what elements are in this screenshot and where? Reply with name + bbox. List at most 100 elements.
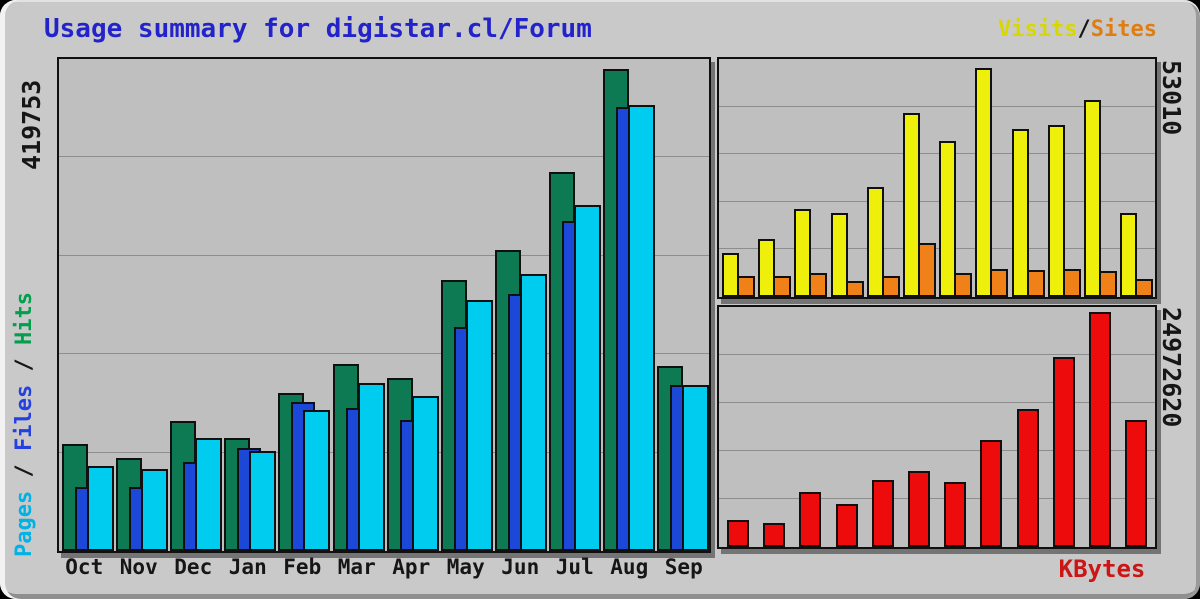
bar-pages-jun xyxy=(519,274,547,551)
files-axis-label: Files xyxy=(12,384,37,452)
bar-pages-may xyxy=(465,300,493,551)
gridline xyxy=(719,200,1155,202)
gridline xyxy=(719,153,1155,155)
bar-group-may xyxy=(973,307,1009,547)
bar-group-may xyxy=(973,59,1009,297)
bar-sites-sep xyxy=(1135,279,1154,297)
bar-visits-sep xyxy=(1120,213,1138,297)
bar-group-feb xyxy=(276,59,331,551)
bar-visits-apr xyxy=(939,141,957,297)
bar-group-sep xyxy=(655,59,710,551)
month-label-sep: Sep xyxy=(664,555,703,579)
bar-group-nov xyxy=(114,59,169,551)
month-label-jan: Jan xyxy=(228,555,267,579)
month-label-dec: Dec xyxy=(174,555,213,579)
bar-group-apr xyxy=(385,59,439,551)
bar-pages-dec xyxy=(195,438,223,551)
bar-visits-feb xyxy=(866,187,884,297)
bar-kbytes-feb xyxy=(871,480,894,547)
bar-group-nov xyxy=(756,59,792,297)
pages-axis-label: Pages xyxy=(12,490,37,557)
axis-separator-2: / xyxy=(12,345,37,385)
bar-visits-nov xyxy=(758,239,776,297)
bar-pages-nov xyxy=(141,469,169,551)
month-label-nov: Nov xyxy=(119,555,158,579)
bar-sites-feb xyxy=(881,276,900,297)
visits-sites-chart xyxy=(717,57,1157,299)
month-label-oct: Oct xyxy=(65,555,104,579)
bar-kbytes-aug xyxy=(1089,312,1111,547)
bar-group-jun xyxy=(493,59,547,551)
bar-kbytes-dec xyxy=(799,492,822,547)
bar-group-jan xyxy=(829,59,865,297)
gridline xyxy=(59,254,709,256)
bar-sites-may xyxy=(990,269,1009,297)
bar-pages-apr xyxy=(411,396,439,551)
bar-group-nov xyxy=(756,307,792,547)
gridline xyxy=(719,450,1155,451)
bar-group-oct xyxy=(720,307,756,547)
bar-pages-aug xyxy=(628,105,655,551)
bar-group-jan xyxy=(222,59,277,551)
bar-group-mar xyxy=(331,59,385,551)
legend-sites-label: Sites xyxy=(1090,17,1157,42)
bar-pages-oct xyxy=(87,466,114,551)
bar-kbytes-may xyxy=(980,440,1003,547)
gridline xyxy=(719,498,1155,499)
main-axis-series-label: Pages / Files / Hits xyxy=(12,292,37,557)
bar-visits-jan xyxy=(830,213,848,297)
bar-group-dec xyxy=(168,59,223,551)
bar-kbytes-mar xyxy=(908,471,930,547)
bar-group-jul xyxy=(547,59,601,551)
bar-visits-dec xyxy=(794,209,812,297)
bar-sites-jul xyxy=(1062,269,1081,297)
bar-visits-oct xyxy=(722,253,739,297)
bar-sites-apr xyxy=(954,273,973,297)
legend-separator: / xyxy=(1077,17,1091,42)
month-label-feb: Feb xyxy=(283,555,322,579)
bar-group-feb xyxy=(865,59,901,297)
visits-sites-legend: Visits/Sites xyxy=(998,17,1157,42)
bar-visits-may xyxy=(975,68,993,297)
kbytes-axis-max-label: 24972620 xyxy=(1157,307,1186,428)
gridline xyxy=(719,105,1155,107)
page-title: Usage summary for digistar.cl/Forum xyxy=(44,14,592,44)
bar-group-oct xyxy=(60,59,114,551)
bar-group-apr xyxy=(937,307,973,547)
bar-group-aug xyxy=(1082,59,1118,297)
bar-visits-mar xyxy=(903,113,920,297)
bar-group-feb xyxy=(865,307,901,547)
kbytes-series-label: KBytes xyxy=(1058,555,1146,583)
bar-group-mar xyxy=(901,307,937,547)
bar-kbytes-sep xyxy=(1125,420,1148,547)
bar-kbytes-jan xyxy=(835,504,858,547)
bar-group-oct xyxy=(720,59,756,297)
gridline xyxy=(59,156,709,158)
bar-kbytes-oct xyxy=(727,520,749,547)
month-axis: Oct Nov Dec Jan Feb Mar Apr May Jun Jul Aug Sep xyxy=(57,555,711,579)
gridline xyxy=(59,353,709,355)
month-label-apr: Apr xyxy=(392,555,431,579)
bar-pages-mar xyxy=(357,383,385,551)
gridline xyxy=(719,248,1155,250)
bar-visits-jul xyxy=(1047,125,1065,297)
main-axis-max-label: 419753 xyxy=(17,79,46,170)
bar-sites-jun xyxy=(1026,270,1045,297)
bar-pages-sep xyxy=(682,385,710,551)
bar-group-apr xyxy=(937,59,973,297)
month-label-may: May xyxy=(446,555,485,579)
bar-sites-aug xyxy=(1099,271,1117,297)
hits-files-pages-chart xyxy=(57,57,711,553)
month-label-jun: Jun xyxy=(501,555,540,579)
bar-kbytes-jun xyxy=(1016,409,1039,547)
bar-sites-oct xyxy=(737,276,755,297)
bar-group-aug xyxy=(1082,307,1118,547)
month-label-mar: Mar xyxy=(337,555,376,579)
bar-pages-jul xyxy=(573,205,601,551)
bar-kbytes-nov xyxy=(763,523,786,547)
bar-visits-aug xyxy=(1084,100,1101,297)
gridline xyxy=(719,402,1155,403)
bar-sites-dec xyxy=(809,273,828,297)
